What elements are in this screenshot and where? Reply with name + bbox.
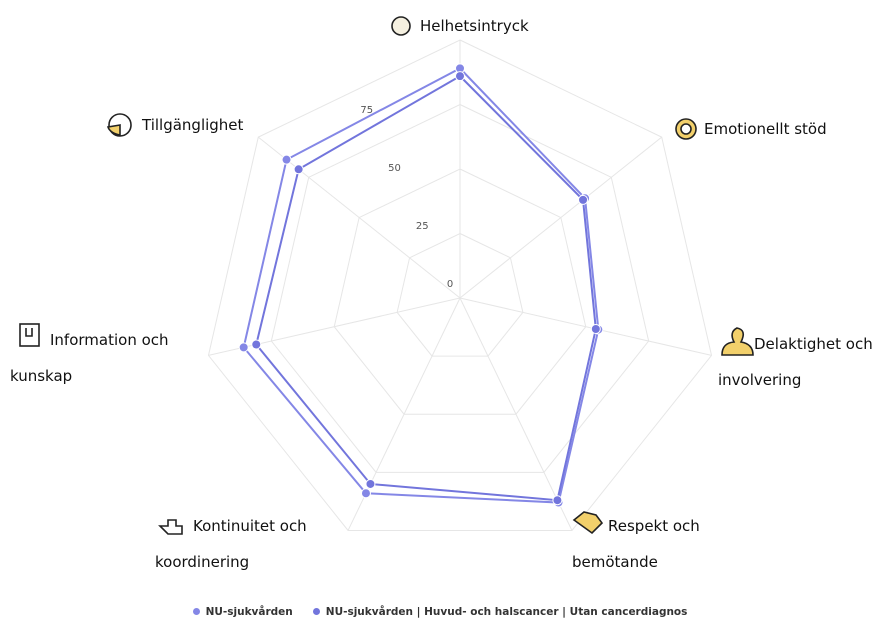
icon [721, 327, 754, 356]
grid-ring [207, 39, 713, 531]
axis-line [257, 136, 461, 299]
category-label: Emotionellt stöd [704, 120, 827, 138]
series-line [255, 74, 597, 502]
icon [158, 519, 183, 535]
series [238, 63, 604, 508]
point [281, 154, 292, 165]
point [552, 495, 563, 506]
legend-item: NU-sjukvården | Huvud- och halscancer | … [312, 606, 688, 618]
grid-ring [396, 232, 524, 357]
point [590, 324, 601, 335]
category-label: Helhetsintryck [420, 17, 529, 35]
icon [106, 124, 121, 136]
y-tick-label: 25 [416, 221, 429, 232]
axis-line [459, 297, 712, 356]
y-tick-label: 0 [447, 279, 453, 290]
y-tick-label: 50 [388, 163, 401, 174]
icon [25, 328, 33, 337]
point [365, 478, 376, 489]
series-line [242, 67, 600, 504]
grid-ring [333, 168, 587, 415]
icons [19, 16, 754, 535]
y-tick-label: 75 [360, 105, 373, 116]
grid-ring [270, 103, 650, 473]
legend-item: NU-sjukvården [192, 606, 293, 618]
category-label: Information och kunskap [10, 331, 169, 385]
axis-line [459, 136, 663, 299]
point [455, 71, 465, 82]
legend: NU-sjukvården NU-sjukvården | Huvud- och … [0, 606, 880, 618]
point [293, 164, 304, 175]
category-label: Delaktighet och involvering [718, 335, 873, 389]
legend-label: NU-sjukvården | Huvud- och halscancer | … [325, 606, 688, 618]
point [251, 339, 262, 350]
legend-marker [192, 608, 200, 615]
axis-line [459, 297, 573, 531]
grid: 0 25 50 75 [207, 39, 713, 531]
axis-line [208, 297, 461, 356]
category-label: Tillgänglighet [142, 116, 244, 134]
icon [108, 113, 132, 137]
icon [19, 323, 40, 347]
category-label: Respekt och bemötande [572, 517, 700, 571]
category-label: Kontinuitet och koordinering [155, 517, 307, 571]
legend-label: NU-sjukvården [205, 606, 293, 618]
point [360, 488, 371, 499]
icon [391, 16, 411, 36]
point [578, 194, 589, 205]
icon [572, 511, 604, 535]
legend-marker [312, 608, 320, 615]
icon [680, 123, 692, 135]
point [238, 342, 249, 353]
